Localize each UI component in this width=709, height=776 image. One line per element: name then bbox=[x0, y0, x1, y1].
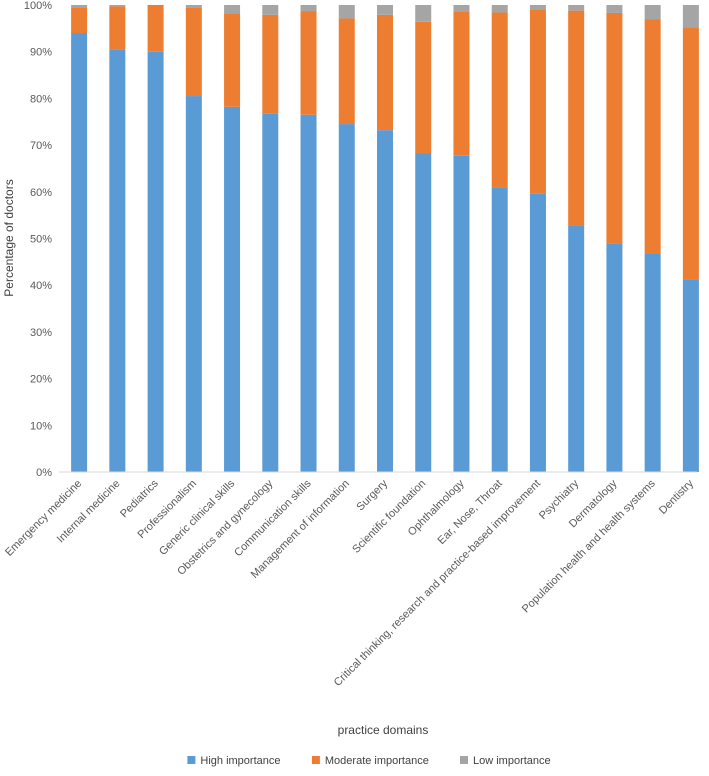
x-category-label: Scientific foundation bbox=[350, 478, 428, 556]
bar-segment-low bbox=[109, 5, 126, 7]
bar-segment-low bbox=[491, 5, 508, 13]
bar-segment-high bbox=[415, 153, 432, 473]
bar-segment-moderate bbox=[300, 11, 317, 115]
bar-segment-low bbox=[644, 5, 661, 20]
y-tick-label: 20% bbox=[30, 374, 52, 386]
bar-segment-low bbox=[185, 5, 202, 8]
y-tick-label: 40% bbox=[30, 280, 52, 292]
bar-segment-moderate bbox=[338, 18, 355, 125]
bar-segment-moderate bbox=[262, 14, 279, 114]
legend: High importance Moderate importance Low im… bbox=[187, 755, 551, 767]
x-category-label: Emergency medicine bbox=[3, 478, 84, 559]
bar-segment-high bbox=[185, 96, 202, 472]
legend-swatch bbox=[460, 756, 468, 764]
bar-segment-high bbox=[109, 49, 126, 473]
bar-segment-high bbox=[491, 187, 508, 472]
bar-segment-moderate bbox=[185, 7, 202, 97]
bar-segment-moderate bbox=[147, 5, 164, 52]
legend-label: Moderate importance bbox=[325, 755, 429, 767]
bar-segment-moderate bbox=[71, 7, 88, 34]
bar-segment-moderate bbox=[377, 14, 393, 131]
bar-segment-low bbox=[71, 5, 88, 8]
bar-segment-high bbox=[300, 114, 317, 472]
x-category-label: Ear, Nose, Throat bbox=[436, 478, 505, 547]
x-category-label: Generic clinical skills bbox=[157, 477, 238, 558]
x-axis-title: practice domains bbox=[338, 723, 429, 737]
y-tick-label: 30% bbox=[30, 327, 52, 339]
bar-segment-low bbox=[377, 5, 393, 15]
legend-label: High importance bbox=[200, 755, 280, 767]
bar-segment-moderate bbox=[606, 12, 623, 244]
legend-label: Low importance bbox=[473, 755, 551, 767]
bar-segment-low bbox=[529, 5, 546, 10]
x-category-label: Surgery bbox=[354, 477, 390, 513]
x-category-label: Dentistry bbox=[657, 477, 697, 517]
bar-segment-moderate bbox=[644, 19, 661, 254]
bar-segment-moderate bbox=[224, 13, 241, 107]
bar-segment-high bbox=[377, 130, 393, 472]
y-axis-title: Percentage of doctors bbox=[2, 179, 16, 296]
bar-segment-low bbox=[262, 5, 279, 15]
bar-segment-moderate bbox=[109, 6, 126, 50]
y-tick-label: 70% bbox=[30, 140, 52, 152]
legend-swatch bbox=[311, 756, 320, 764]
bar-segment-high bbox=[453, 155, 470, 472]
bar-segment-high bbox=[224, 106, 241, 472]
bar-segment-high bbox=[262, 113, 279, 472]
bar-segment-moderate bbox=[568, 10, 585, 226]
bar-segment-high bbox=[606, 243, 623, 472]
bar-segment-low bbox=[415, 5, 432, 22]
bar-segment-low bbox=[224, 5, 241, 14]
y-tick-label: 80% bbox=[30, 93, 52, 105]
bar-segment-high bbox=[568, 225, 585, 472]
bar-segment-low bbox=[682, 5, 699, 28]
legend-swatch bbox=[187, 756, 196, 764]
bar-segment-high bbox=[147, 51, 164, 472]
bar-segment-moderate bbox=[415, 21, 432, 154]
y-axis-ticks: 0% 10% 20% 30% 40% 50% 60% 70% 80% 90% 100% bbox=[24, 0, 52, 479]
y-tick-label: 100% bbox=[24, 0, 52, 12]
bar-segment-low bbox=[300, 5, 317, 12]
y-tick-label: 0% bbox=[36, 467, 52, 479]
bar-segment-high bbox=[338, 124, 355, 472]
bar-segment-high bbox=[644, 253, 661, 472]
bar-segment-moderate bbox=[453, 12, 470, 156]
bar-segment-moderate bbox=[682, 27, 699, 280]
x-category-label: Population health and health systems bbox=[520, 477, 658, 615]
bar-segment-moderate bbox=[529, 9, 546, 194]
bar-segment-moderate bbox=[491, 12, 508, 188]
bar-segment-high bbox=[71, 33, 88, 473]
y-tick-label: 60% bbox=[30, 187, 52, 199]
bar-segment-high bbox=[682, 279, 699, 472]
y-tick-label: 50% bbox=[30, 234, 52, 246]
bar-segment-low bbox=[606, 5, 623, 13]
bar-segment-low bbox=[338, 5, 355, 19]
bar-segment-low bbox=[568, 5, 585, 11]
bar-segment-high bbox=[529, 193, 546, 473]
bars bbox=[71, 5, 699, 473]
y-tick-label: 10% bbox=[30, 420, 52, 432]
y-tick-label: 90% bbox=[30, 47, 52, 59]
bar-segment-low bbox=[453, 5, 470, 12]
